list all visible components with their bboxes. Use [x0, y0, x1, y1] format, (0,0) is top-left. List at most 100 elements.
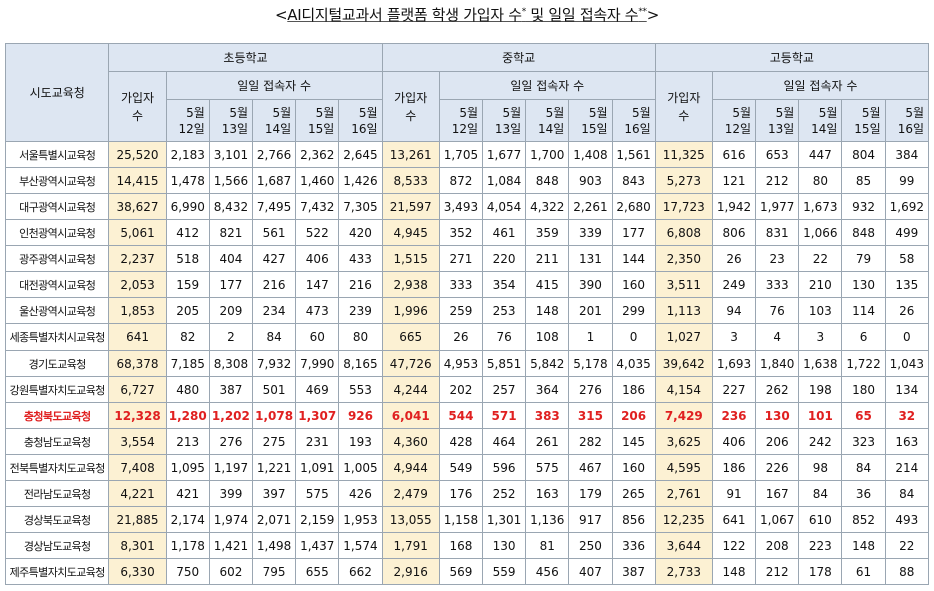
daily-access-header-middle: 일일 접속자 수 [438, 71, 656, 100]
daily-access-cell: 655 [295, 558, 340, 585]
daily-access-cell: 406 [711, 428, 757, 455]
table-row: 부산광역시교육청 14,415 1,478 1,566 1,687 1,460 1,426 8… [4, 167, 930, 194]
daily-access-cell: 2,183 [165, 141, 210, 168]
daily-access-cell: 641 [711, 506, 757, 533]
daily-access-cell: 821 [208, 219, 254, 246]
join-count-cell: 4,945 [381, 219, 440, 246]
daily-access-cell: 257 [481, 376, 527, 403]
daily-access-cell: 1,178 [165, 532, 210, 559]
daily-access-cell: 179 [568, 480, 613, 507]
join-count-cell: 3,644 [654, 532, 713, 559]
join-count-cell: 12,328 [108, 402, 167, 429]
daily-access-cell: 843 [611, 167, 656, 194]
join-count-cell: 2,350 [654, 245, 713, 272]
daily-access-cell: 231 [295, 428, 340, 455]
daily-access-cell: 1,498 [251, 532, 297, 559]
daily-access-cell: 1,722 [841, 350, 886, 377]
daily-access-cell: 134 [884, 376, 930, 403]
join-count-cell: 21,597 [381, 193, 440, 220]
daily-access-cell: 390 [568, 271, 613, 298]
day-header-middle-4: 5월 15일 [568, 99, 613, 142]
join-count-cell: 5,061 [108, 219, 167, 246]
daily-access-cell: 76 [481, 323, 527, 351]
region-cell: 세종특별자치시교육청 [4, 323, 110, 351]
region-cell: 경상북도교육청 [4, 506, 110, 533]
level-header-high: 고등학교 [654, 43, 930, 72]
daily-access-cell: 94 [711, 297, 757, 324]
table-row: 충청북도교육청 12,328 1,280 1,202 1,078 1,307 926 6,04… [4, 402, 930, 429]
daily-access-cell: 98 [798, 454, 843, 481]
daily-access-cell: 1,078 [251, 402, 297, 429]
join-count-cell: 1,996 [381, 297, 440, 324]
daily-access-cell: 384 [884, 141, 930, 168]
day-header-middle-5: 5월 16일 [611, 99, 656, 142]
daily-access-cell: 80 [338, 323, 383, 351]
daily-access-cell: 1,202 [208, 402, 254, 429]
day-header-high-5: 5월 16일 [884, 99, 930, 142]
daily-access-cell: 412 [165, 219, 210, 246]
daily-access-cell: 177 [208, 271, 254, 298]
daily-access-cell: 1,301 [481, 506, 527, 533]
level-header-elementary: 초등학교 [108, 43, 383, 72]
daily-access-cell: 271 [438, 245, 484, 272]
join-count-cell: 665 [381, 323, 440, 351]
daily-access-cell: 750 [165, 558, 210, 585]
daily-access-cell: 383 [525, 402, 570, 429]
daily-access-cell: 276 [208, 428, 254, 455]
daily-access-cell: 1,677 [481, 141, 527, 168]
daily-access-cell: 130 [481, 532, 527, 559]
daily-access-cell: 575 [525, 454, 570, 481]
join-count-header-elementary: 가입자 수 [108, 71, 167, 142]
daily-access-cell: 65 [841, 402, 886, 429]
join-count-cell: 2,237 [108, 245, 167, 272]
daily-access-cell: 2,680 [611, 193, 656, 220]
table-row: 대구광역시교육청 38,627 6,990 8,432 7,495 7,432 7,305 2… [4, 193, 930, 220]
daily-access-cell: 265 [611, 480, 656, 507]
daily-access-cell: 333 [755, 271, 800, 298]
day-header-elementary-5: 5월 16일 [338, 99, 383, 142]
daily-access-cell: 1 [568, 323, 613, 351]
join-count-cell: 6,808 [654, 219, 713, 246]
daily-access-cell: 1,307 [295, 402, 340, 429]
daily-access-cell: 1,974 [208, 506, 254, 533]
daily-access-cell: 176 [438, 480, 484, 507]
region-cell: 경상남도교육청 [4, 532, 110, 559]
daily-access-cell: 467 [568, 454, 613, 481]
daily-access-header-elementary: 일일 접속자 수 [165, 71, 383, 100]
region-cell: 경기도교육청 [4, 350, 110, 377]
daily-access-cell: 262 [755, 376, 800, 403]
daily-access-cell: 1,840 [755, 350, 800, 377]
daily-access-cell: 1,197 [208, 454, 254, 481]
join-count-cell: 3,625 [654, 428, 713, 455]
daily-access-cell: 80 [798, 167, 843, 194]
table-row: 전라남도교육청 4,221 421 399 397 575 426 2,479 176 252 16… [4, 480, 930, 507]
level-header-middle: 중학교 [381, 43, 656, 72]
daily-access-cell: 259 [438, 297, 484, 324]
daily-access-cell: 6 [841, 323, 886, 351]
daily-access-cell: 201 [568, 297, 613, 324]
daily-access-cell: 145 [611, 428, 656, 455]
daily-access-cell: 167 [755, 480, 800, 507]
daily-access-cell: 84 [798, 480, 843, 507]
daily-access-cell: 220 [481, 245, 527, 272]
daily-access-cell: 4 [755, 323, 800, 351]
daily-access-cell: 848 [525, 167, 570, 194]
daily-access-cell: 148 [841, 532, 886, 559]
daily-access-cell: 387 [611, 558, 656, 585]
daily-access-cell: 249 [711, 271, 757, 298]
daily-access-cell: 806 [711, 219, 757, 246]
daily-access-cell: 2,071 [251, 506, 297, 533]
daily-access-cell: 1,687 [251, 167, 297, 194]
daily-access-cell: 404 [208, 245, 254, 272]
daily-access-cell: 159 [165, 271, 210, 298]
daily-access-cell: 571 [481, 402, 527, 429]
daily-access-cell: 2 [208, 323, 254, 351]
daily-access-cell: 4,054 [481, 193, 527, 220]
daily-access-cell: 561 [251, 219, 297, 246]
daily-access-cell: 214 [884, 454, 930, 481]
daily-access-cell: 1,005 [338, 454, 383, 481]
join-count-cell: 13,055 [381, 506, 440, 533]
daily-access-cell: 420 [338, 219, 383, 246]
daily-access-cell: 407 [568, 558, 613, 585]
daily-access-cell: 103 [798, 297, 843, 324]
